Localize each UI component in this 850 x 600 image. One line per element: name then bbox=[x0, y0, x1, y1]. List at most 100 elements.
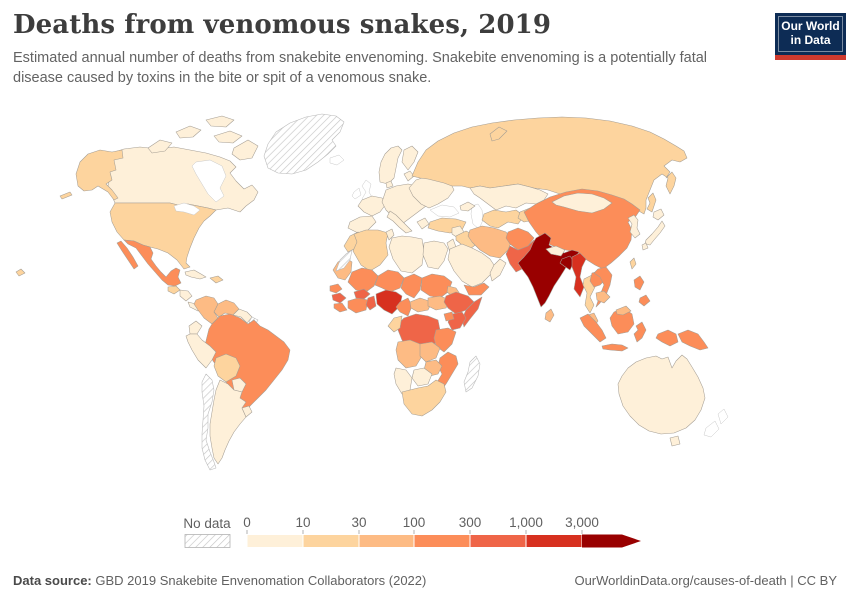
country-indonesia-sumatra[interactable] bbox=[579, 313, 607, 343]
owid-citation-link[interactable]: OurWorldinData.org/causes-of-death | CC … bbox=[574, 573, 837, 588]
country-myanmar[interactable] bbox=[571, 252, 587, 298]
country-uruguay[interactable] bbox=[241, 405, 253, 418]
country-iran[interactable] bbox=[467, 225, 513, 259]
country-bolivia[interactable] bbox=[213, 353, 241, 383]
country-uzbekistan-turkmenistan[interactable] bbox=[481, 209, 525, 229]
country-caucasus[interactable] bbox=[459, 201, 476, 212]
country-libya[interactable] bbox=[388, 235, 425, 274]
legend-bucket-300-1000[interactable] bbox=[469, 534, 527, 548]
country-burkina-faso[interactable] bbox=[353, 288, 371, 300]
country-paraguay[interactable] bbox=[231, 377, 247, 393]
country-cameroon[interactable] bbox=[395, 297, 413, 317]
country-greece[interactable] bbox=[416, 217, 430, 230]
country-indonesia-papua[interactable] bbox=[655, 329, 679, 347]
country-canada-island-1[interactable] bbox=[147, 139, 173, 154]
legend-bucket-30-100[interactable] bbox=[358, 534, 415, 548]
country-togo-benin[interactable] bbox=[365, 295, 377, 311]
country-japan-hokkaido[interactable] bbox=[652, 208, 665, 221]
country-finland[interactable] bbox=[401, 145, 419, 171]
country-canada-island-4[interactable] bbox=[213, 130, 243, 144]
country-south-sudan[interactable] bbox=[427, 295, 451, 311]
country-italy[interactable] bbox=[386, 210, 413, 234]
country-madagascar[interactable] bbox=[463, 355, 481, 393]
country-honduras-nicaragua[interactable] bbox=[179, 289, 193, 302]
country-sudan[interactable] bbox=[420, 273, 453, 299]
country-usa-aleutians[interactable] bbox=[59, 191, 73, 200]
country-tanzania[interactable] bbox=[433, 327, 457, 353]
country-vietnam[interactable] bbox=[593, 266, 613, 308]
country-philippines-luzon[interactable] bbox=[633, 275, 645, 291]
country-angola[interactable] bbox=[395, 339, 423, 369]
country-tasmania[interactable] bbox=[669, 435, 681, 447]
country-japan-kyushu[interactable] bbox=[641, 242, 649, 251]
country-ireland[interactable] bbox=[351, 187, 362, 200]
country-taiwan[interactable] bbox=[629, 257, 637, 270]
legend-bucket-1000-3000[interactable] bbox=[525, 534, 583, 548]
legend-bucket-100-300[interactable] bbox=[413, 534, 471, 548]
country-france[interactable] bbox=[357, 195, 387, 217]
country-canada[interactable] bbox=[105, 146, 259, 213]
country-russia-novaya-zemlya[interactable] bbox=[489, 126, 508, 142]
country-yemen[interactable] bbox=[463, 282, 490, 296]
country-uganda[interactable] bbox=[443, 311, 455, 322]
country-denmark[interactable] bbox=[385, 180, 394, 189]
country-peru[interactable] bbox=[185, 333, 217, 369]
country-western-sahara[interactable] bbox=[335, 249, 353, 272]
country-chad[interactable] bbox=[400, 273, 423, 299]
country-niger[interactable] bbox=[374, 269, 405, 293]
country-mali[interactable] bbox=[347, 267, 379, 293]
country-russia-sakhalin[interactable] bbox=[646, 192, 657, 213]
country-oman[interactable] bbox=[489, 258, 507, 282]
legend-bucket-0-10[interactable] bbox=[246, 534, 304, 548]
owid-logo[interactable]: Our World in Data bbox=[775, 13, 846, 60]
country-canada-island-3[interactable] bbox=[205, 115, 235, 128]
country-papua-new-guinea[interactable] bbox=[677, 329, 709, 351]
country-alaska[interactable] bbox=[75, 149, 124, 201]
country-mongolia[interactable] bbox=[551, 192, 613, 214]
country-chile[interactable] bbox=[201, 373, 217, 471]
country-canada-baffin[interactable] bbox=[231, 139, 259, 161]
country-guatemala[interactable] bbox=[167, 285, 181, 295]
legend-bucket-10-30[interactable] bbox=[302, 534, 360, 548]
country-australia[interactable] bbox=[617, 354, 706, 435]
country-norway-sweden[interactable] bbox=[378, 145, 403, 185]
country-cuba[interactable] bbox=[184, 269, 207, 280]
country-nigeria[interactable] bbox=[375, 289, 403, 315]
country-saudi-arabia[interactable] bbox=[447, 243, 495, 288]
country-nepal[interactable] bbox=[545, 245, 566, 257]
iceland[interactable] bbox=[329, 154, 345, 166]
country-malaysia-borneo[interactable] bbox=[615, 305, 632, 316]
country-new-zealand-north[interactable] bbox=[717, 408, 729, 425]
country-guinea[interactable] bbox=[331, 292, 347, 304]
country-cambodia[interactable] bbox=[595, 290, 611, 304]
country-sierra-leone-liberia[interactable] bbox=[333, 302, 348, 313]
country-senegal[interactable] bbox=[329, 283, 343, 294]
country-congo-gabon[interactable] bbox=[387, 315, 403, 333]
country-zambia[interactable] bbox=[419, 341, 441, 363]
country-usa[interactable] bbox=[109, 202, 217, 270]
country-mexico[interactable] bbox=[123, 239, 182, 287]
country-mozambique[interactable] bbox=[435, 351, 459, 393]
legend-bucket-3000-plus[interactable] bbox=[582, 534, 622, 548]
country-philippines-mindanao[interactable] bbox=[638, 294, 651, 307]
country-south-africa[interactable] bbox=[401, 379, 447, 417]
country-usa-hawaii[interactable] bbox=[15, 268, 26, 277]
country-greenland[interactable] bbox=[263, 113, 345, 175]
country-bangladesh[interactable] bbox=[559, 255, 575, 271]
country-japan-honshu[interactable] bbox=[644, 220, 666, 246]
country-tunisia[interactable] bbox=[385, 228, 395, 241]
legend-no-data-swatch[interactable] bbox=[184, 534, 231, 548]
country-korea[interactable] bbox=[627, 214, 641, 239]
country-argentina[interactable] bbox=[209, 379, 247, 465]
country-ecuador[interactable] bbox=[188, 320, 203, 335]
country-central-african-republic[interactable] bbox=[409, 297, 433, 313]
country-spain-portugal[interactable] bbox=[347, 215, 377, 234]
country-algeria[interactable] bbox=[352, 229, 389, 272]
country-mexico-baja[interactable] bbox=[116, 240, 139, 270]
country-indonesia-java[interactable] bbox=[601, 343, 629, 352]
country-egypt[interactable] bbox=[422, 240, 449, 270]
country-ivory-coast-ghana[interactable] bbox=[347, 297, 369, 314]
country-sri-lanka[interactable] bbox=[544, 308, 555, 323]
country-new-zealand-south[interactable] bbox=[703, 420, 720, 438]
country-indonesia-sulawesi[interactable] bbox=[633, 321, 647, 343]
